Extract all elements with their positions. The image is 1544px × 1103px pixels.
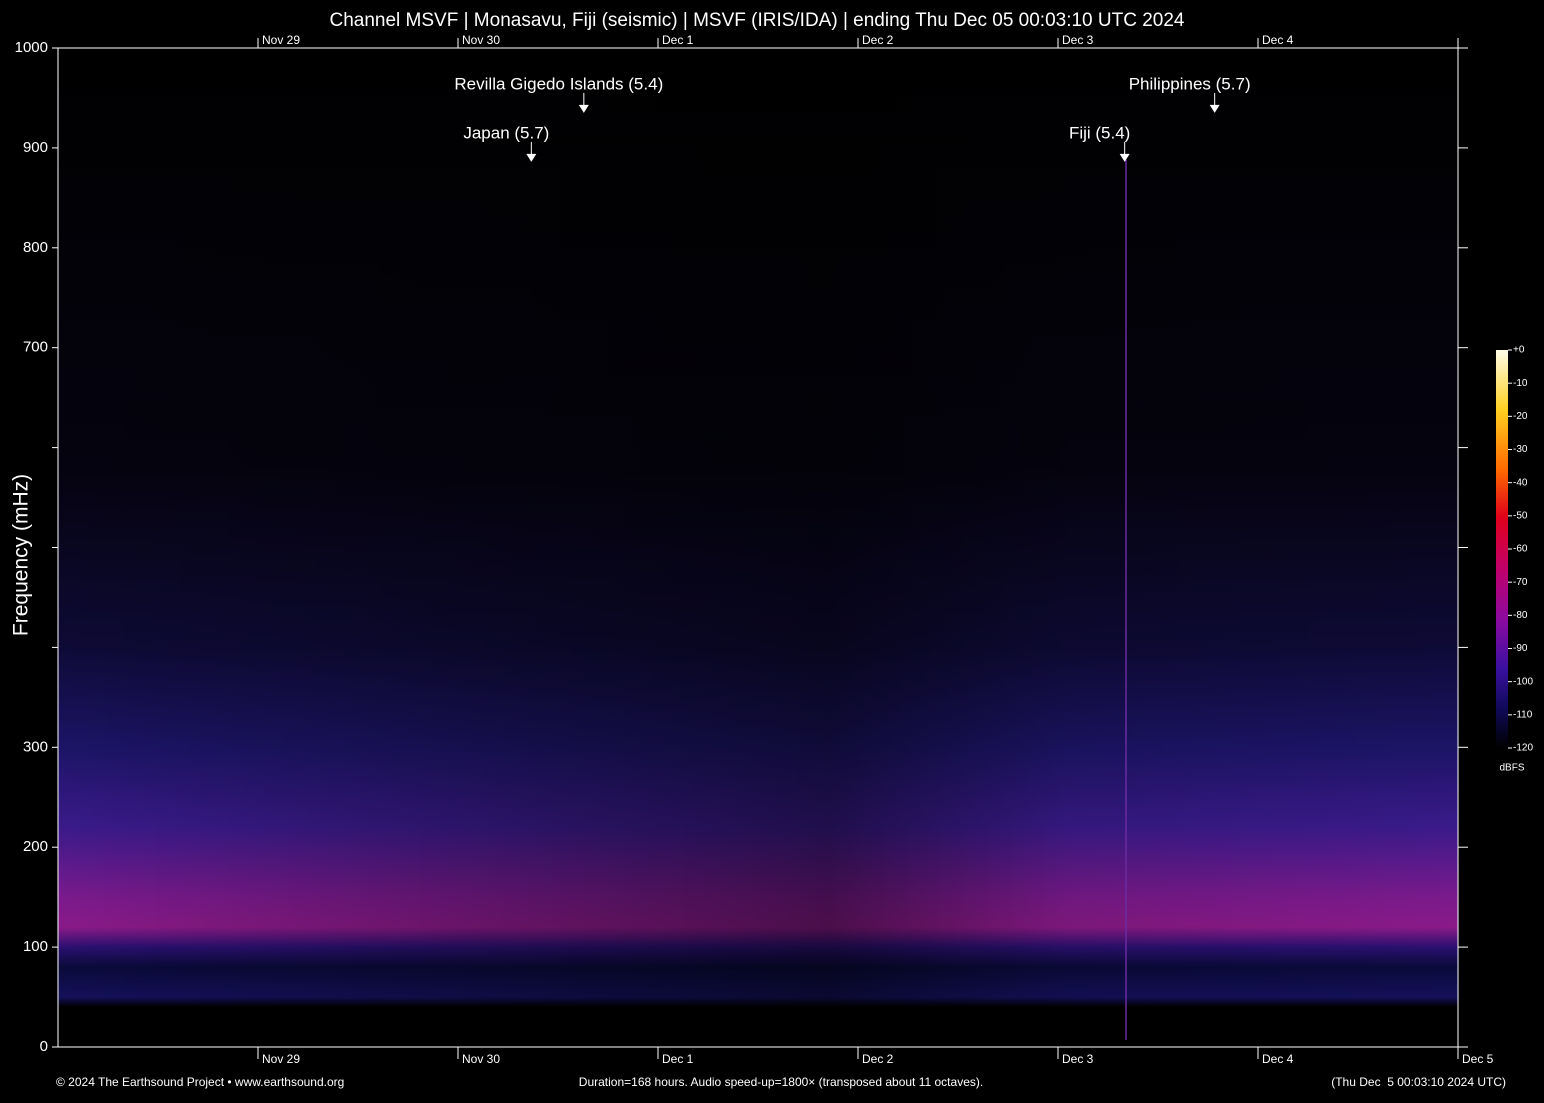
colorbar-tick-label: -100 xyxy=(1513,676,1533,687)
chart-title: Channel MSVF | Monasavu, Fiji (seismic) … xyxy=(329,10,1184,31)
x-tick-label: Dec 1 xyxy=(662,1052,694,1066)
colorbar-tick-label: -60 xyxy=(1513,544,1528,555)
event-arrowhead xyxy=(578,104,589,113)
y-tick-label: 200 xyxy=(23,838,48,855)
x-tick-label-top: Nov 29 xyxy=(262,33,300,47)
y-tick-label: 300 xyxy=(23,738,48,755)
x-tick-label: Dec 4 xyxy=(1262,1052,1294,1066)
colorbar-tick-label: -20 xyxy=(1513,411,1528,422)
event-label: Revilla Gigedo Islands (5.4) xyxy=(454,74,663,93)
x-tick-label-top: Dec 2 xyxy=(862,33,894,47)
y-axis-label: Frequency (mHz) xyxy=(10,474,33,636)
colorbar-tick-label: +0 xyxy=(1513,345,1525,356)
colorbar-tick-label: -30 xyxy=(1513,444,1528,455)
event-arrowhead xyxy=(1119,153,1130,162)
colorbar-tick-label: -10 xyxy=(1513,378,1528,389)
event-arrowhead xyxy=(526,153,537,162)
event-label: Fiji (5.4) xyxy=(1069,123,1130,142)
y-tick-label: 100 xyxy=(23,938,48,955)
y-tick-label: 0 xyxy=(40,1038,48,1055)
x-tick-label-top: Dec 1 xyxy=(662,33,694,47)
y-tick-label: 800 xyxy=(23,239,48,256)
footer-right: (Thu Dec 5 00:03:10 2024 UTC) xyxy=(1331,1075,1506,1089)
event-label: Philippines (5.7) xyxy=(1129,74,1251,93)
x-tick-label: Dec 2 xyxy=(862,1052,894,1066)
colorbar-tick-label: -120 xyxy=(1513,743,1533,754)
x-tick-label-top: Dec 4 xyxy=(1262,33,1294,47)
x-tick-label: Dec 3 xyxy=(1062,1052,1094,1066)
y-tick-label: 1000 xyxy=(15,39,48,56)
spectrogram-shade xyxy=(58,48,1458,1047)
event-label: Japan (5.7) xyxy=(463,123,549,142)
x-tick-label-top: Dec 3 xyxy=(1062,33,1094,47)
footer-left: © 2024 The Earthsound Project • www.eart… xyxy=(56,1075,344,1089)
x-tick-label: Dec 5 xyxy=(1462,1052,1494,1066)
colorbar-tick-label: -90 xyxy=(1513,643,1528,654)
colorbar-tick-label: -80 xyxy=(1513,610,1528,621)
x-tick-label: Nov 29 xyxy=(262,1052,300,1066)
colorbar-tick-label: -40 xyxy=(1513,477,1528,488)
colorbar-label: dBFS xyxy=(1499,763,1524,774)
y-tick-label: 900 xyxy=(23,139,48,156)
footer-center: Duration=168 hours. Audio speed-up=1800×… xyxy=(579,1075,983,1089)
x-tick-label: Nov 30 xyxy=(462,1052,500,1066)
x-tick-label-top: Nov 30 xyxy=(462,33,500,47)
event-arrowhead xyxy=(1209,104,1220,113)
colorbar-tick-label: -50 xyxy=(1513,510,1528,521)
y-tick-label: 700 xyxy=(23,339,48,356)
colorbar-tick-label: -70 xyxy=(1513,577,1528,588)
colorbar-tick-label: -110 xyxy=(1513,709,1533,720)
colorbar xyxy=(1496,350,1508,748)
